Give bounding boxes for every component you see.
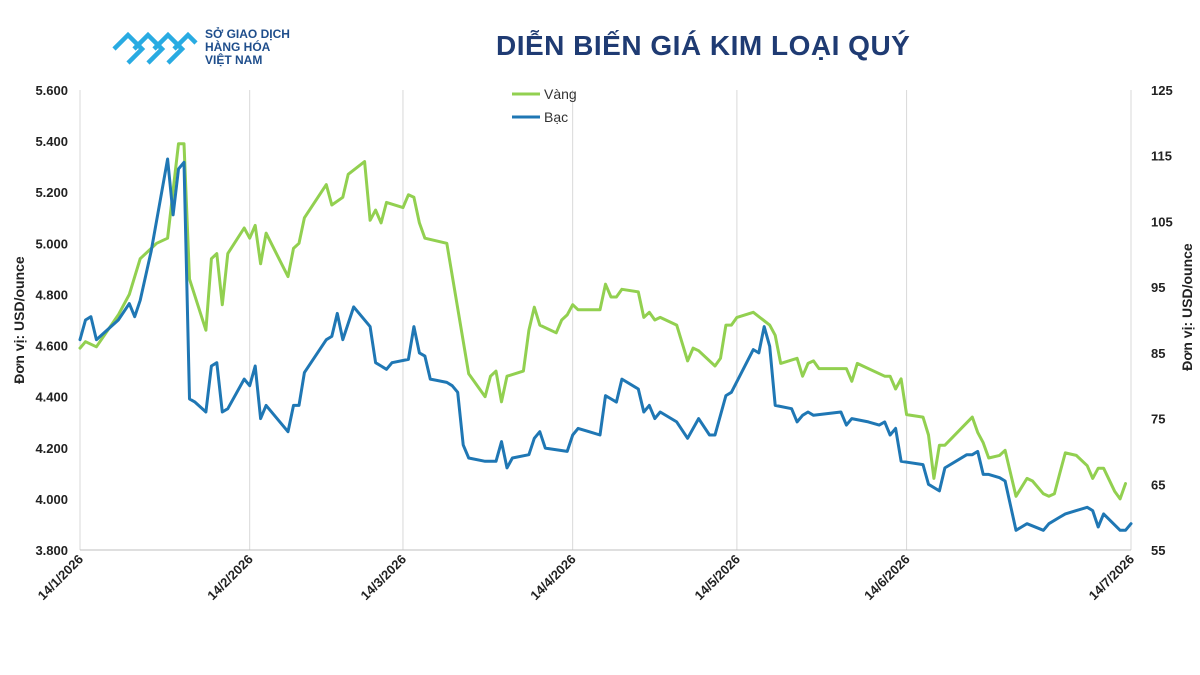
chart-title: DIỄN BIẾN GIÁ KIM LOẠI QUÝ [496, 30, 911, 61]
series-line-vang [78, 142, 1127, 501]
y-axis-left-ticks: 3.800 4.000 4.200 4.400 4.600 4.800 5.000 5.200… [35, 83, 68, 558]
chart-series [78, 142, 1133, 532]
x-axis-ticks: 14/1/2026 14/2/2026 14/3/2026 14/4/2026 14/5… [35, 552, 1138, 604]
y-right-tick-label: 115 [1151, 149, 1172, 164]
y-left-tick-label: 4.000 [35, 492, 68, 507]
series-line-bac [78, 157, 1133, 532]
x-tick-label: 14/7/2026 [1086, 552, 1138, 604]
x-tick-label: 14/2/2026 [204, 552, 256, 604]
y-left-tick-label: 5.200 [35, 185, 68, 200]
brand-logo: SỞ GIAO DỊCH HÀNG HÓA VIỆT NAM [110, 26, 310, 72]
y-right-tick-label: 85 [1151, 346, 1165, 361]
y-right-tick-label: 65 [1151, 477, 1165, 492]
x-tick-label: 14/3/2026 [358, 552, 410, 604]
y-left-tick-label: 4.800 [35, 287, 68, 302]
y-axis-right-ticks: 55 65 75 85 95 105 115 125 [1151, 83, 1173, 558]
chart-gridlines [79, 90, 1132, 550]
y-left-tick-label: 4.200 [35, 441, 68, 456]
y-left-tick-label: 4.600 [35, 339, 68, 354]
brand-name-line1: SỞ GIAO DỊCH [205, 27, 290, 41]
x-tick-label: 14/4/2026 [527, 552, 579, 604]
legend-label-1: Bạc [544, 109, 568, 125]
y-left-tick-label: 5.400 [35, 134, 68, 149]
x-tick-label: 14/5/2026 [691, 552, 743, 604]
y-left-tick-label: 4.400 [35, 390, 68, 405]
y-right-tick-label: 125 [1151, 83, 1173, 98]
y-left-tick-label: 3.800 [35, 543, 68, 558]
y-right-tick-label: 55 [1151, 543, 1165, 558]
brand-name-line2: HÀNG HÓA [205, 40, 271, 54]
legend-label-0: Vàng [544, 86, 577, 102]
brand-logo-mark [112, 31, 198, 65]
chart-legend: Vàng Bạc [512, 86, 577, 125]
x-tick-label: 14/6/2026 [861, 552, 913, 604]
y-right-tick-label: 105 [1151, 214, 1173, 229]
y-right-tick-label: 75 [1151, 412, 1165, 427]
x-tick-label: 14/1/2026 [35, 552, 87, 604]
y-axis-left-label: Đơn vị: USD/ounce [11, 256, 27, 384]
y-right-tick-label: 95 [1151, 280, 1165, 295]
y-left-tick-label: 5.600 [35, 83, 68, 98]
y-axis-right-label: Đơn vị: USD/ounce [1179, 243, 1195, 371]
brand-name-line3: VIỆT NAM [205, 53, 263, 67]
y-left-tick-label: 5.000 [35, 236, 68, 251]
